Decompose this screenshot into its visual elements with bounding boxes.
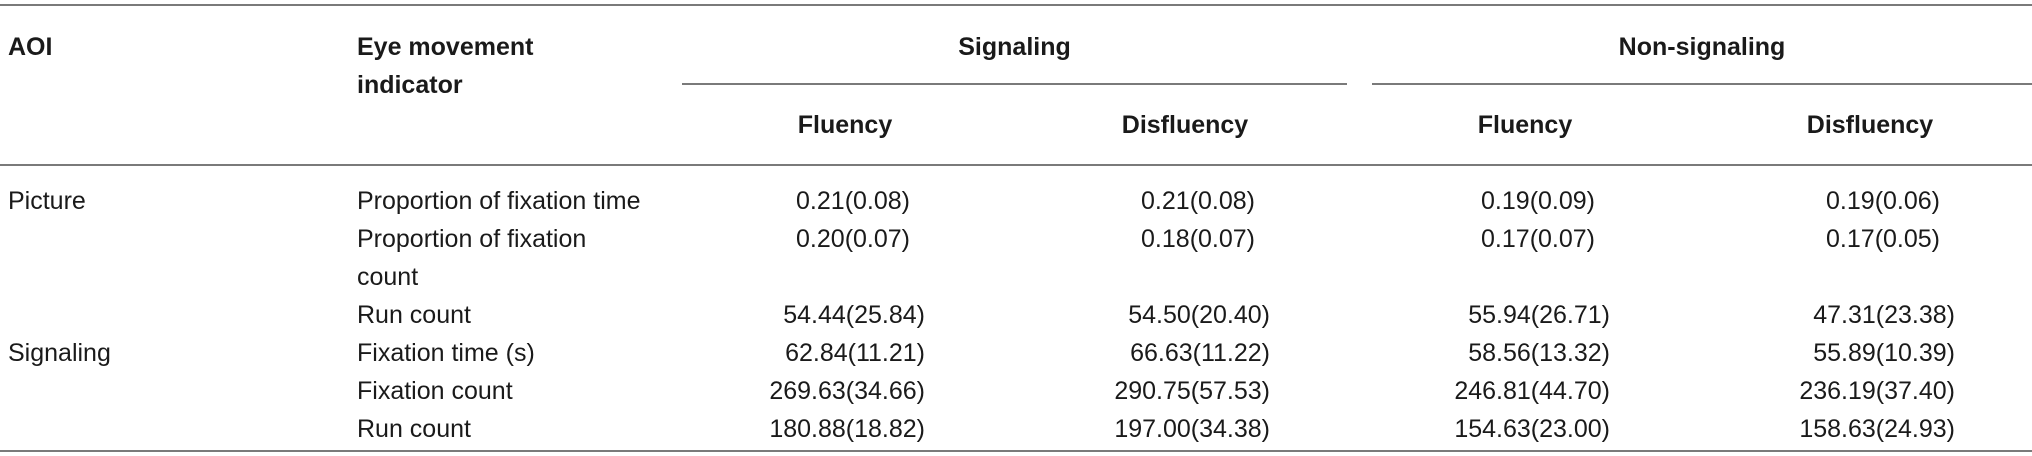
header-aoi: AOI	[8, 33, 53, 61]
header-indicator-line2: indicator	[357, 71, 463, 99]
nonsignaling-group-rule	[1372, 83, 2032, 85]
header-bottom-rule	[0, 164, 2032, 166]
cell-value: 269.63(34.66)	[769, 377, 925, 405]
top-rule	[0, 4, 2032, 6]
cell-value: 0.21(0.08)	[796, 187, 910, 215]
header-indicator-line1: Eye movement	[357, 33, 534, 61]
row-aoi: Picture	[8, 187, 86, 215]
cell-value: 66.63(11.22)	[1130, 339, 1270, 367]
cell-value: 236.19(37.40)	[1799, 377, 1955, 405]
header-nonsignaling-disfluency: Disfluency	[1806, 111, 1934, 139]
cell-value: 180.88(18.82)	[769, 415, 925, 443]
row-indicator: Proportion of fixation	[357, 225, 587, 253]
cell-value: 58.56(13.32)	[1468, 339, 1610, 367]
cell-value: 0.19(0.09)	[1481, 187, 1595, 215]
cell-value: 0.20(0.07)	[796, 225, 910, 253]
row-indicator-cont: count	[357, 263, 419, 291]
row-indicator: Run count	[357, 415, 471, 443]
signaling-group-rule	[682, 83, 1347, 85]
cell-value: 55.94(26.71)	[1468, 301, 1610, 329]
cell-value: 55.89(10.39)	[1813, 339, 1955, 367]
cell-value: 0.18(0.07)	[1141, 225, 1255, 253]
row-indicator: Fixation time (s)	[357, 339, 535, 367]
cell-value: 246.81(44.70)	[1454, 377, 1610, 405]
bottom-rule	[0, 450, 2032, 452]
row-indicator: Proportion of fixation time	[357, 187, 641, 215]
cell-value: 158.63(24.93)	[1799, 415, 1955, 443]
cell-value: 197.00(34.38)	[1114, 415, 1270, 443]
row-indicator: Fixation count	[357, 377, 513, 405]
header-signaling-fluency: Fluency	[797, 111, 893, 139]
header-signaling-disfluency: Disfluency	[1121, 111, 1249, 139]
cell-value: 62.84(11.21)	[785, 339, 925, 367]
header-group-signaling: Signaling	[958, 33, 1071, 61]
cell-value: 0.17(0.07)	[1481, 225, 1595, 253]
cell-value: 0.17(0.05)	[1826, 225, 1940, 253]
cell-value: 154.63(23.00)	[1454, 415, 1610, 443]
cell-value: 0.21(0.08)	[1141, 187, 1255, 215]
cell-value: 54.44(25.84)	[783, 301, 925, 329]
header-nonsignaling-fluency: Fluency	[1477, 111, 1573, 139]
row-indicator: Run count	[357, 301, 471, 329]
header-group-nonsignaling: Non-signaling	[1618, 33, 1786, 61]
cell-value: 290.75(57.53)	[1114, 377, 1270, 405]
cell-value: 0.19(0.06)	[1826, 187, 1940, 215]
cell-value: 54.50(20.40)	[1128, 301, 1270, 329]
cell-value: 47.31(23.38)	[1813, 301, 1955, 329]
row-aoi: Signaling	[8, 339, 111, 367]
